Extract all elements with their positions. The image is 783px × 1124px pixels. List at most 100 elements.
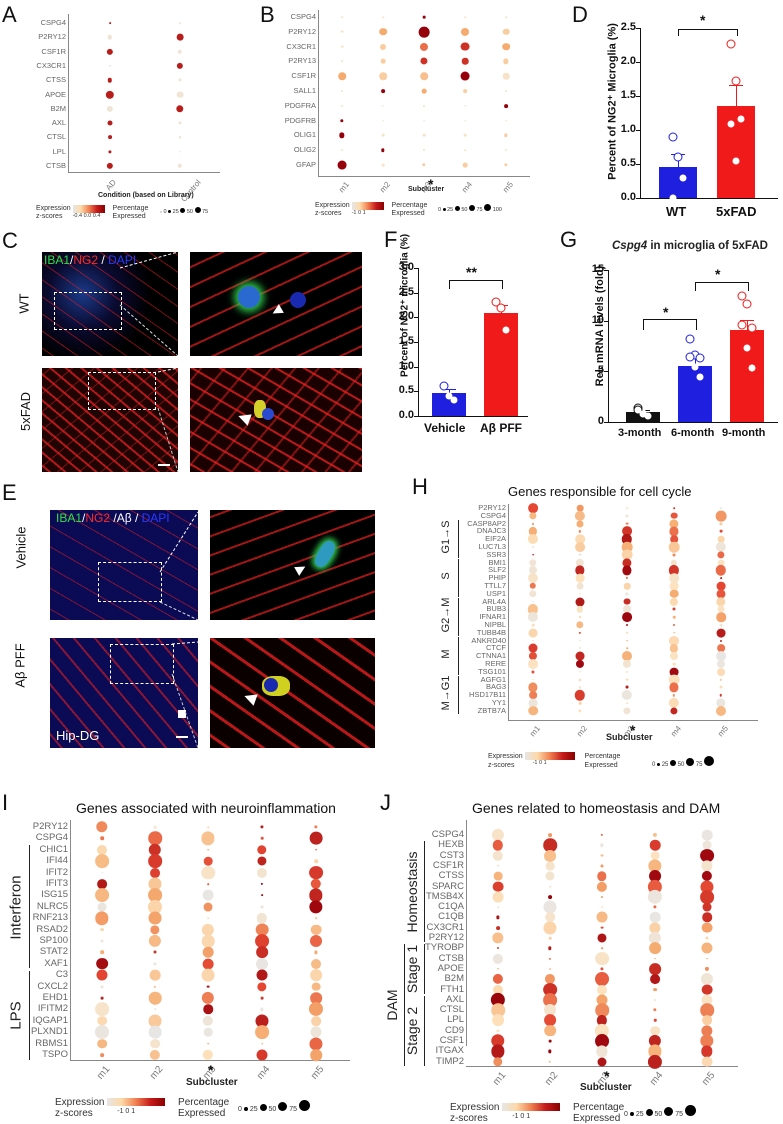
expression-dot — [578, 709, 582, 713]
expression-dot — [596, 984, 608, 995]
expression-dot — [493, 1056, 503, 1067]
expression-dot — [648, 931, 662, 945]
group-bracket — [424, 995, 425, 1066]
group-label: LPS — [7, 1001, 25, 1030]
expression-dot — [527, 534, 539, 545]
legend-pct-label-2: Expressed — [391, 210, 425, 217]
gene-label: CSPG4 — [35, 832, 68, 844]
expression-dot — [255, 1025, 269, 1040]
gene-label: CTSS — [438, 870, 464, 882]
gene-label: AXL — [51, 118, 66, 128]
group-bracket — [458, 598, 459, 636]
expression-dot — [575, 542, 585, 552]
legend-expression-ticks: -1 0 1 — [532, 760, 547, 766]
expression-dot — [256, 867, 268, 878]
gene-label: CSF1 — [439, 1035, 464, 1046]
panel-g-sig-bracket-2 — [695, 282, 749, 291]
expression-dot — [382, 105, 384, 107]
expression-dot — [255, 1014, 269, 1028]
expression-dot — [622, 651, 632, 662]
expression-dot — [309, 900, 323, 914]
expression-dot — [669, 589, 679, 599]
expression-dot — [463, 89, 467, 93]
expression-dot — [716, 596, 726, 607]
expression-dot — [203, 856, 213, 866]
data-point — [496, 303, 506, 313]
micrograph-abpff-zoom — [210, 638, 375, 748]
y-tick-label: 2.0 — [620, 55, 636, 67]
expression-dot — [548, 894, 552, 899]
data-point — [747, 323, 757, 333]
pct-tick: 25 — [172, 209, 179, 215]
expression-dot — [623, 605, 631, 614]
expression-dot — [669, 573, 679, 583]
expression-dot — [529, 691, 537, 700]
legend-pct-label-2: Expressed — [178, 1108, 226, 1119]
gene-label: IFIT3 — [45, 878, 68, 889]
expression-dot — [311, 982, 321, 991]
expression-dot — [622, 565, 632, 575]
subcluster-tick: m4 — [668, 724, 683, 739]
expression-dot — [673, 632, 675, 634]
expression-dot — [668, 565, 680, 576]
subcluster-tick: m1 — [527, 724, 542, 739]
legend-zscore-label: z-scores — [450, 1113, 488, 1124]
expression-dot — [419, 42, 429, 51]
expression-dot — [528, 682, 538, 693]
expression-dot — [715, 541, 727, 553]
y-tick-mark — [604, 422, 608, 423]
gene-label: BMI1 — [488, 557, 506, 567]
expression-dot — [178, 121, 182, 125]
expression-dot — [600, 833, 604, 837]
zoom-region-box — [98, 562, 162, 602]
expression-dot — [315, 917, 317, 919]
expression-dot — [100, 996, 104, 1000]
expression-dot — [492, 974, 504, 985]
gene-name: Cspg4 — [612, 240, 648, 252]
panel-h-star: * — [630, 722, 636, 738]
panel-d-xtick-5xfad: 5xFAD — [716, 204, 757, 219]
expression-dot — [652, 832, 658, 838]
data-point — [737, 320, 747, 330]
expression-dot — [670, 512, 678, 520]
expression-dot — [653, 905, 657, 909]
expression-dot — [148, 934, 162, 948]
expression-dot — [719, 693, 723, 697]
expression-dot — [625, 670, 629, 673]
expression-dot — [548, 833, 552, 837]
expression-dot — [528, 503, 538, 513]
expression-dot — [464, 149, 466, 151]
panel-d-sig-bracket — [678, 29, 738, 36]
expression-dot — [382, 119, 384, 122]
expression-dot — [340, 149, 344, 152]
expression-dot — [647, 1054, 663, 1069]
expression-dot — [548, 957, 552, 960]
bar-aβ-pff — [484, 313, 518, 416]
gene-label: CSF1R — [291, 71, 316, 81]
expression-dot — [670, 559, 678, 566]
expression-dot — [600, 854, 604, 858]
expression-dot — [337, 160, 347, 170]
data-point — [679, 174, 687, 182]
panel-i-x-axis — [70, 1060, 350, 1061]
expression-dot — [532, 600, 534, 603]
gene-label: IFIT2 — [45, 866, 68, 878]
expression-dot — [207, 849, 209, 851]
gene-label: BUB3 — [486, 604, 506, 614]
expression-dot — [261, 894, 263, 897]
gene-label: TIMP2 — [436, 1055, 464, 1067]
legend-pct-label-2: Expressed — [584, 762, 618, 769]
expression-dot — [176, 105, 184, 113]
y-tick-mark — [636, 164, 640, 165]
expression-dot — [621, 541, 633, 553]
expression-dot — [700, 1034, 714, 1048]
expression-dot — [202, 890, 214, 901]
subcluster-tick: m1 — [491, 1070, 509, 1088]
expression-dot — [625, 592, 629, 596]
expression-dot — [148, 899, 162, 914]
subcluster-tick: m4 — [648, 1070, 666, 1088]
gene-label: AGFG1 — [480, 674, 506, 684]
expression-dot — [260, 996, 264, 1000]
expression-dot — [177, 163, 183, 169]
expression-dot — [153, 950, 157, 954]
